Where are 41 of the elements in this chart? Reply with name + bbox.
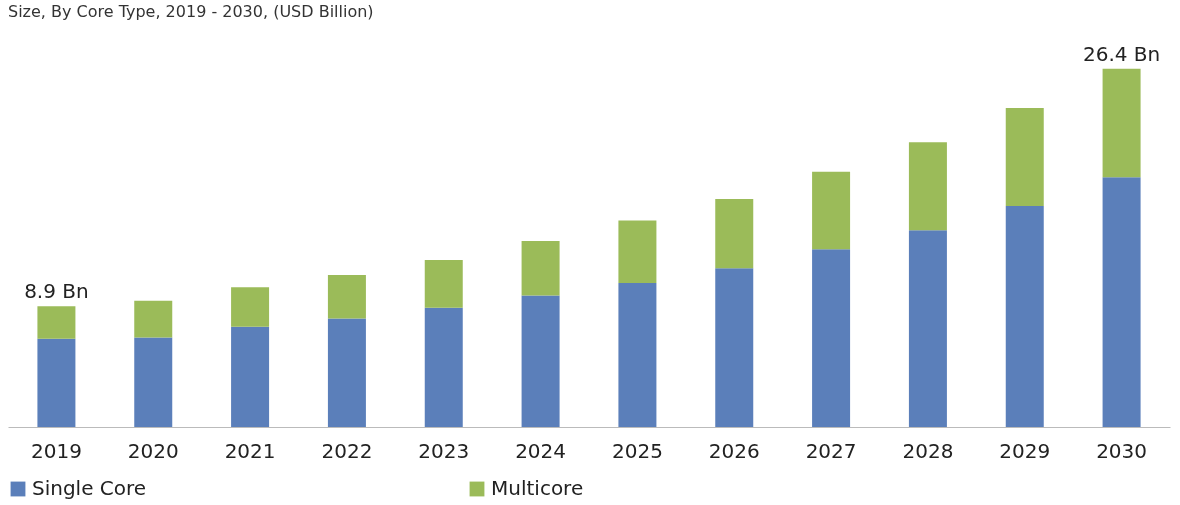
bar xyxy=(521,295,560,427)
bar xyxy=(715,199,754,269)
bar xyxy=(134,337,173,427)
bar xyxy=(37,306,76,339)
bar xyxy=(231,326,270,427)
annotation: 8.9 Bn xyxy=(24,279,89,304)
bar xyxy=(1102,68,1141,178)
chart-title: Size, By Core Type, 2019 - 2030, (USD Billion) xyxy=(8,2,374,21)
bar xyxy=(1005,205,1044,427)
x-tick-label: 2024 xyxy=(515,438,567,463)
annotation: 26.4 Bn xyxy=(1082,41,1161,66)
bar xyxy=(521,241,560,296)
bar xyxy=(1005,108,1044,206)
bar xyxy=(812,249,851,427)
x-tick-label: 2023 xyxy=(418,438,470,463)
x-tick-label: 2019 xyxy=(30,438,82,463)
bar xyxy=(1102,177,1141,427)
x-tick-label: 2026 xyxy=(708,438,760,463)
x-tick-label: 2029 xyxy=(999,438,1051,463)
x-tick-label: 2027 xyxy=(805,438,857,463)
x-tick-label: 2022 xyxy=(321,438,373,463)
legend-label: Single Core xyxy=(32,476,147,500)
bar xyxy=(618,220,657,283)
bar xyxy=(134,300,173,338)
x-tick-label: 2025 xyxy=(611,438,663,463)
bar xyxy=(908,230,947,427)
bar xyxy=(618,282,657,427)
x-tick-label: 2020 xyxy=(127,438,179,463)
bar xyxy=(327,318,366,427)
bar xyxy=(327,275,366,319)
bar xyxy=(715,268,754,427)
bar xyxy=(37,338,76,427)
x-tick-label: 2030 xyxy=(1096,438,1148,463)
bar xyxy=(231,287,270,327)
x-tick-label: 2028 xyxy=(902,438,954,463)
legend-label: Multicore xyxy=(491,476,584,500)
bar xyxy=(908,142,947,231)
bar xyxy=(424,307,463,427)
x-tick-label: 2021 xyxy=(224,438,276,463)
bar xyxy=(812,171,851,250)
bar xyxy=(424,260,463,308)
